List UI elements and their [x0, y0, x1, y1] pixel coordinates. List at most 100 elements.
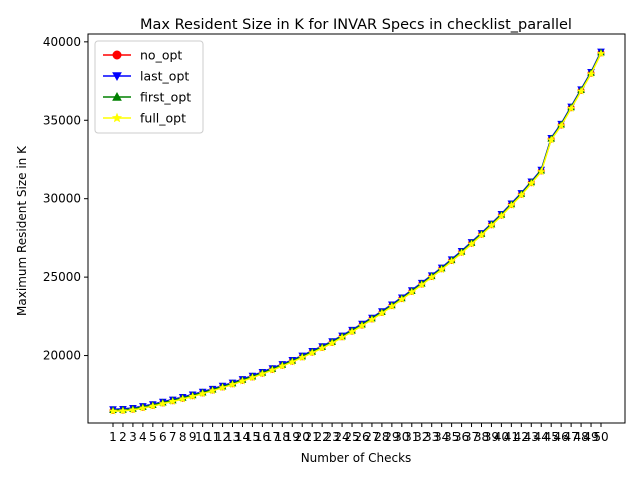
data-point-full_opt — [337, 333, 347, 341]
data-point-full_opt — [377, 308, 386, 317]
x-tick-label: 46 — [554, 430, 569, 444]
plot-frame — [87, 33, 626, 424]
data-point-full_opt — [218, 383, 227, 392]
data-point-full_opt — [248, 373, 257, 382]
x-tick-label: 43 — [524, 430, 539, 444]
x-tick-label: 20 — [295, 430, 310, 444]
series-group — [108, 48, 606, 415]
data-point-full_opt — [586, 69, 596, 78]
data-point-full_opt — [527, 179, 536, 187]
legend-marker — [112, 72, 122, 82]
x-tick-label: 24 — [334, 430, 349, 444]
data-point-full_opt — [318, 343, 327, 352]
data-point-full_opt — [228, 380, 237, 389]
legend-item-last_opt: last_opt — [103, 69, 189, 84]
x-tick-label: 16 — [255, 430, 270, 444]
data-point-full_opt — [467, 239, 476, 248]
data-point-full_opt — [557, 121, 566, 130]
y-tick-label: 40000 — [43, 35, 81, 49]
x-tick-label: 17 — [265, 430, 280, 444]
x-tick-label: 6 — [159, 430, 167, 444]
x-tick-label: 8 — [179, 430, 187, 444]
x-tick-label: 14 — [235, 430, 250, 444]
legend-item-full_opt: full_opt — [103, 111, 186, 126]
x-tick-label: 42 — [514, 430, 529, 444]
data-point-full_opt — [537, 167, 546, 176]
x-tick-label: 47 — [563, 430, 578, 444]
x-tick-label: 23 — [324, 430, 339, 444]
data-point-full_opt — [576, 86, 586, 95]
x-tick-label: 35 — [444, 430, 459, 444]
x-tick-label: 30 — [394, 430, 409, 444]
y-tick-label: 20000 — [43, 349, 81, 363]
data-point-full_opt — [178, 394, 187, 403]
x-tick-label: 39 — [484, 430, 499, 444]
x-tick-label: 25 — [344, 430, 359, 444]
data-point-full_opt — [328, 338, 337, 347]
data-point-full_opt — [367, 315, 377, 324]
data-point-full_opt — [118, 406, 128, 415]
data-point-full_opt — [417, 280, 426, 289]
x-tick-label: 26 — [354, 430, 369, 444]
data-point-full_opt — [168, 397, 177, 405]
x-tick-label: 28 — [374, 430, 389, 444]
chart-title: Max Resident Size in K for INVAR Specs i… — [140, 17, 572, 33]
x-tick-label: 29 — [384, 430, 399, 444]
x-tick-label: 33 — [424, 430, 439, 444]
legend-box — [94, 40, 204, 134]
data-point-full_opt — [128, 405, 138, 414]
x-tick-label: 36 — [454, 430, 469, 444]
x-tick-label: 22 — [315, 430, 330, 444]
x-tick-label: 49 — [583, 430, 598, 444]
data-point-full_opt — [487, 221, 496, 230]
legend-label: first_opt — [140, 90, 191, 105]
x-tick-label: 15 — [245, 430, 260, 444]
x-tick-label: 27 — [364, 430, 379, 444]
x-tick-label: 34 — [434, 430, 449, 444]
data-point-full_opt — [547, 135, 556, 144]
legend-marker — [112, 91, 122, 101]
y-axis-label: Maximum Resident Size in K — [15, 145, 29, 316]
data-point-full_opt — [238, 376, 247, 385]
data-point-full_opt — [397, 295, 406, 303]
x-tick-label: 3 — [129, 430, 137, 444]
data-point-full_opt — [427, 272, 436, 281]
x-tick-label: 7 — [169, 430, 177, 444]
x-tick-label: 1 — [109, 430, 117, 444]
data-point-full_opt — [567, 104, 576, 112]
x-tick-label: 38 — [474, 430, 489, 444]
data-point-full_opt — [208, 386, 217, 395]
data-point-full_opt — [477, 230, 486, 239]
legend-item-no_opt: no_opt — [103, 48, 182, 63]
data-point-full_opt — [158, 399, 167, 408]
x-tick-label: 11 — [205, 430, 220, 444]
y-tick-label: 30000 — [43, 192, 81, 206]
x-tick-label: 48 — [573, 430, 588, 444]
x-tick-label: 19 — [285, 430, 300, 444]
x-tick-label: 2 — [119, 430, 127, 444]
series-full_opt — [108, 49, 606, 415]
data-point-full_opt — [357, 321, 367, 330]
data-point-full_opt — [138, 403, 147, 412]
legend: no_opt last_opt first_opt full_opt — [94, 40, 204, 134]
x-tick-label: 40 — [494, 430, 509, 444]
legend-label: last_opt — [140, 69, 189, 84]
data-point-full_opt — [387, 302, 396, 310]
data-point-full_opt — [108, 406, 118, 415]
data-point-full_opt — [437, 265, 446, 274]
x-tick-label: 31 — [404, 430, 419, 444]
data-point-full_opt — [497, 211, 506, 220]
x-tick-label: 50 — [593, 430, 608, 444]
data-point-full_opt — [288, 357, 297, 366]
x-tick-label: 44 — [534, 430, 549, 444]
legend-marker — [112, 50, 122, 60]
x-tick-label: 45 — [544, 430, 559, 444]
y-tick-label: 25000 — [43, 270, 81, 284]
data-point-full_opt — [308, 348, 317, 357]
x-tick-label: 32 — [414, 430, 429, 444]
data-point-full_opt — [407, 287, 416, 296]
x-tick-label: 37 — [464, 430, 479, 444]
